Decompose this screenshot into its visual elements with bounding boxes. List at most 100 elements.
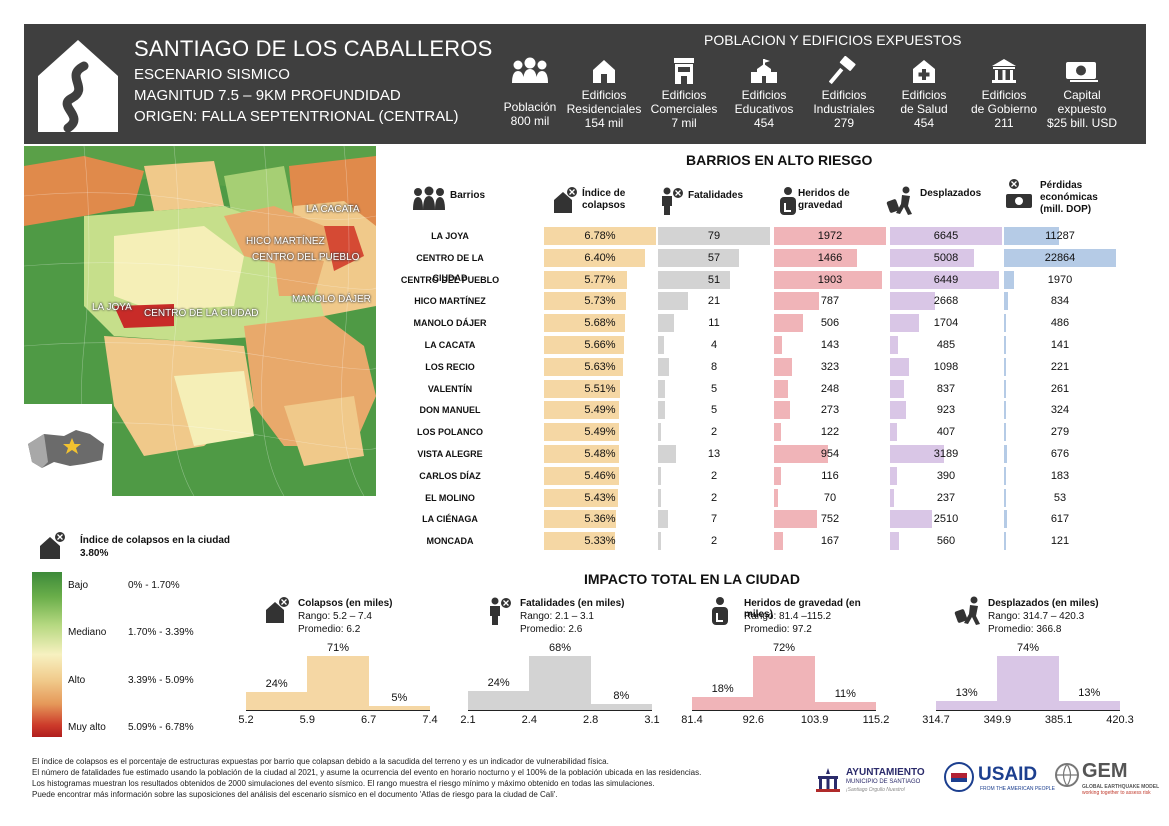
value-displaced: 923 <box>936 404 956 417</box>
impact-panel-mean: Promedio: 366.8 <box>988 624 1062 635</box>
value-displaced: 6449 <box>933 273 959 286</box>
bar-fatal <box>658 314 674 333</box>
histogram-tick-label: 7.4 <box>422 714 438 726</box>
ayuntamiento-logo-sub: MUNICIPIO DE SANTIAGO <box>846 779 921 785</box>
value-injured: 752 <box>820 513 840 526</box>
injured-icon <box>780 187 796 215</box>
bar-losses <box>1004 357 1006 376</box>
barrio-name: LA CIÉNAGA <box>422 514 478 525</box>
usaid-logo-text: USAID <box>978 764 1038 785</box>
bar-displaced <box>890 445 944 463</box>
cell-collapse: 5.49% <box>544 423 656 442</box>
cell-injured: 1903 <box>774 270 886 289</box>
cell-displaced: 407 <box>890 423 1002 442</box>
bar-fatal <box>658 510 668 529</box>
table-row: DON MANUEL 5.49% 5 273 923 324 <box>400 400 1120 420</box>
value-collapse: 5.33% <box>584 535 616 548</box>
value-displaced: 485 <box>936 339 956 351</box>
value-losses: 1970 <box>1047 273 1073 286</box>
impact-panel-title: Desplazados (en miles) <box>988 598 1099 609</box>
table-row: LA CIÉNAGA 5.36% 7 752 2510 617 <box>400 509 1120 529</box>
cell-injured: 506 <box>774 314 886 333</box>
bar-injured <box>774 379 789 398</box>
gem-globe-icon <box>1055 763 1079 788</box>
cell-injured: 1466 <box>774 248 886 267</box>
histogram-bar <box>590 703 652 710</box>
bar-collapse <box>544 510 616 529</box>
bar-losses <box>1004 379 1006 398</box>
histogram-axis <box>468 710 652 711</box>
bar-displaced <box>890 314 919 333</box>
exposure-item: Edificios Residenciales 154 mil <box>562 54 646 130</box>
bar-displaced <box>890 401 906 420</box>
value-injured: 122 <box>820 426 840 439</box>
exposure-value: 154 mil <box>584 116 624 130</box>
histogram-bar <box>753 656 815 710</box>
bar-losses <box>1004 336 1006 354</box>
cell-injured: 1972 <box>774 227 886 245</box>
cell-injured: 122 <box>774 423 886 442</box>
exposure-item: Edificios de Gobierno 211 <box>962 54 1046 130</box>
value-injured: 1903 <box>817 273 843 286</box>
usaid-seal-icon <box>944 762 974 792</box>
histogram-tick-label: 81.4 <box>681 714 703 726</box>
histogram-tick-label: 92.6 <box>742 714 765 726</box>
histogram-axis <box>936 710 1120 711</box>
cell-collapse: 5.46% <box>544 466 656 485</box>
histogram-tick-label: 420.3 <box>1106 714 1134 726</box>
value-injured: 273 <box>820 404 840 417</box>
table-row: MONCADA 5.33% 2 167 560 121 <box>400 531 1120 551</box>
map-label-la-joya: LA JOYA <box>92 302 132 313</box>
value-collapse: 5.49% <box>584 404 616 417</box>
legend-title: Índice de colapsos en la ciudad <box>80 535 231 546</box>
histogram-tick-label: 5.2 <box>238 714 254 726</box>
value-collapse: 5.43% <box>584 491 616 504</box>
table-row: HICO MARTÍNEZ 5.73% 21 787 2668 834 <box>400 291 1120 311</box>
bar-fatal <box>658 248 739 267</box>
histogram-percent-label: 68% <box>548 642 571 654</box>
header-banner: SANTIAGO DE LOS CABALLEROS ESCENARIO SIS… <box>24 24 1146 144</box>
cell-displaced: 237 <box>890 488 1002 507</box>
value-fatal: 11 <box>708 317 720 330</box>
value-fatal: 2 <box>710 469 718 482</box>
bar-losses <box>1004 314 1007 333</box>
footnote-4: Puede encontrar más información sobre la… <box>32 790 558 799</box>
histogram-percent-label: 8% <box>613 689 630 702</box>
bar-fatal <box>658 401 666 420</box>
cell-losses: 141 <box>1004 336 1116 354</box>
house-collapse-icon <box>40 532 65 559</box>
barrio-name: MONCADA <box>426 536 474 547</box>
table-row: LOS RECIO 5.63% 8 323 1098 221 <box>400 357 1120 377</box>
value-displaced: 390 <box>936 469 956 482</box>
bar-injured <box>774 532 784 551</box>
bar-collapse <box>544 314 625 333</box>
legend-range-alto: 3.39% - 5.09% <box>128 675 194 686</box>
header-collapse-label: Índice de colapsos <box>582 188 626 211</box>
bar-displaced <box>890 227 1002 245</box>
value-injured: 70 <box>823 491 837 504</box>
cell-collapse: 5.51% <box>544 379 656 398</box>
exposure-label: expuesto <box>1057 102 1107 116</box>
value-fatal: 2 <box>710 426 718 439</box>
bar-injured <box>774 466 781 485</box>
impact-panel-mean: Promedio: 2.6 <box>520 624 583 635</box>
cell-fatal: 5 <box>658 379 770 398</box>
locator-inset <box>24 404 112 496</box>
impact-panel-range: Rango: 2.1 – 3.1 <box>520 611 594 622</box>
bar-injured <box>774 336 783 354</box>
barrio-name: EL MOLINO <box>425 492 475 503</box>
value-losses: 324 <box>1050 404 1070 417</box>
cell-losses: 183 <box>1004 466 1116 485</box>
value-losses: 486 <box>1050 317 1070 330</box>
bar-collapse <box>544 532 615 551</box>
map-label-centro-de-la-ciudad: CENTRO DE LA CIUDAD <box>144 308 259 319</box>
value-displaced: 237 <box>936 491 956 504</box>
bar-displaced <box>890 466 897 485</box>
legend-color-scale <box>32 572 62 737</box>
bar-losses <box>1004 488 1006 507</box>
map-label-hico-martinez: HICO MARTÍNEZ <box>246 236 325 247</box>
cell-injured: 116 <box>774 466 886 485</box>
value-injured: 323 <box>820 360 840 373</box>
cell-fatal: 21 <box>658 292 770 311</box>
cell-collapse: 5.66% <box>544 336 656 354</box>
